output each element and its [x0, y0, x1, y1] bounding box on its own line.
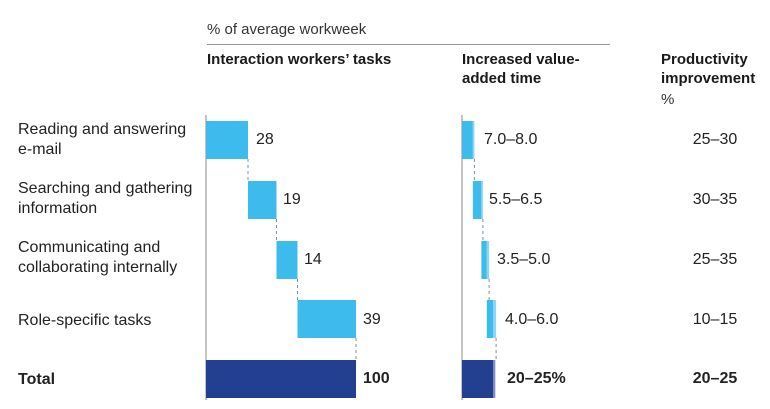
productivity-total-label: 20–25 — [692, 370, 738, 387]
value-added-total-range-bar — [493, 360, 496, 398]
productivity-label: 10–15 — [692, 311, 738, 328]
chart-caption: % of average workweek — [207, 21, 367, 38]
value-added-range-bar — [472, 121, 475, 159]
value-added-column-header: Increased value-added time — [462, 51, 580, 87]
task-bar — [248, 181, 277, 219]
task-bar — [276, 241, 298, 279]
row-label: Searching and gathering information — [18, 180, 193, 217]
tasks-column-header: Interaction workers’ tasks — [207, 51, 392, 68]
value-added-range-bar — [486, 241, 490, 279]
row-label: Communicating and collaborating internal… — [18, 239, 178, 276]
row-label: Role-specific tasks — [18, 312, 152, 329]
task-bar — [206, 121, 248, 159]
task-bar — [297, 300, 356, 338]
caption-rule — [207, 44, 610, 45]
productivity-column-header: Productivity improvement — [661, 51, 756, 87]
task-total-label: 100 — [363, 370, 390, 387]
value-added-bar — [472, 181, 482, 219]
productivity-label: 30–35 — [692, 191, 738, 208]
value-added-label: 5.5–6.5 — [489, 191, 543, 208]
total-label: Total — [18, 371, 56, 388]
value-added-label: 3.5–5.0 — [497, 251, 551, 268]
value-added-label: 7.0–8.0 — [484, 131, 538, 148]
row-label: Reading and answering e-mail — [18, 121, 187, 158]
value-added-bar — [481, 241, 487, 279]
value-added-label: 4.0–6.0 — [505, 311, 559, 328]
value-added-total-label: 20–25% — [507, 370, 566, 387]
value-added-range-bar — [481, 181, 483, 219]
productivity-label: 25–35 — [692, 251, 738, 268]
task-value-label: 39 — [363, 311, 381, 328]
task-value-label: 19 — [283, 191, 301, 208]
task-value-label: 14 — [304, 251, 322, 268]
productivity-label: 25–30 — [692, 131, 738, 148]
task-value-label: 28 — [256, 131, 274, 148]
value-added-bar — [486, 300, 493, 338]
value-added-total-bar — [462, 360, 493, 398]
value-added-bar — [462, 121, 473, 159]
value-added-range-bar — [493, 300, 497, 338]
task-total-bar — [206, 360, 356, 398]
productivity-unit: % — [661, 91, 675, 108]
